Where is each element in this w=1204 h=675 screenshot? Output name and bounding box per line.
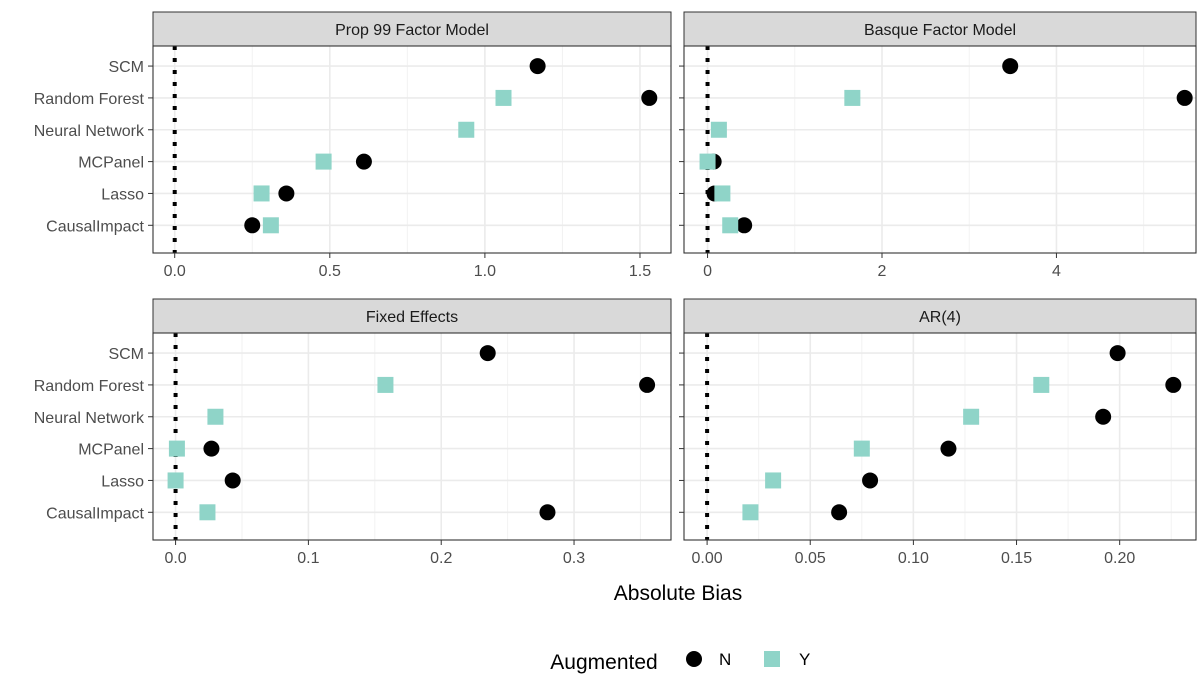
data-point-y-neural-network bbox=[710, 121, 727, 138]
data-point-n-causalimpact bbox=[244, 217, 261, 234]
panel-background bbox=[153, 46, 671, 253]
y-tick-label: Lasso bbox=[101, 186, 144, 203]
data-point-y-mcpanel bbox=[168, 440, 185, 457]
data-point-n-random-forest bbox=[639, 376, 656, 393]
panel-ar-4: AR(4) 0.00 0.05 0.10 0.15 0.20 bbox=[679, 298, 1197, 567]
panel-prop-99-factor-model: Prop 99 Factor Model SCM Random Forest Neur… bbox=[34, 11, 672, 280]
data-point-y-random-forest bbox=[844, 89, 861, 106]
data-point-y-lasso bbox=[765, 472, 782, 489]
legend-key-n bbox=[686, 651, 702, 667]
y-tick-label: Lasso bbox=[101, 473, 144, 490]
x-tick-label: 0.1 bbox=[297, 550, 319, 567]
data-point-n-mcpanel bbox=[940, 440, 957, 457]
data-point-y-neural-network bbox=[207, 408, 224, 425]
panel-basque-factor-model: Basque Factor Model 0 2 4 bbox=[679, 11, 1197, 280]
x-axis-title: Absolute Bias bbox=[614, 582, 742, 605]
panel-border bbox=[152, 332, 672, 541]
data-point-n-lasso bbox=[224, 472, 241, 489]
legend-label-y: Y bbox=[799, 650, 810, 669]
data-point-y-neural-network bbox=[458, 121, 475, 138]
y-tick-label: Neural Network bbox=[34, 410, 145, 427]
x-tick-label: 0.05 bbox=[795, 550, 826, 567]
y-tick-label: SCM bbox=[108, 346, 144, 363]
x-tick-label: 2 bbox=[878, 263, 887, 280]
data-point-n-random-forest bbox=[641, 89, 658, 106]
legend-key-y bbox=[764, 651, 780, 667]
data-point-n-scm bbox=[1109, 345, 1126, 362]
legend-title: Augmented bbox=[550, 651, 657, 674]
data-point-n-neural-network bbox=[1095, 408, 1112, 425]
panel-title: Prop 99 Factor Model bbox=[335, 22, 489, 39]
x-tick-label: 1.5 bbox=[629, 263, 651, 280]
data-point-n-causalimpact bbox=[736, 217, 753, 234]
y-tick-label: Random Forest bbox=[34, 91, 145, 108]
legend: Augmented N Y bbox=[550, 650, 810, 674]
data-point-y-causalimpact bbox=[199, 504, 216, 521]
data-point-n-causalimpact bbox=[831, 504, 848, 521]
x-tick-label: 0.0 bbox=[164, 263, 186, 280]
data-point-n-scm bbox=[529, 58, 546, 75]
y-tick-label: CausalImpact bbox=[46, 505, 144, 522]
x-tick-label: 0.3 bbox=[563, 550, 585, 567]
y-tick-label: SCM bbox=[108, 59, 144, 76]
data-point-n-lasso bbox=[278, 185, 295, 202]
x-tick-label: 0.20 bbox=[1104, 550, 1135, 567]
panel-fixed-effects: Fixed Effects SCM Random Forest Neural Netw… bbox=[34, 298, 672, 567]
x-tick-label: 0.0 bbox=[164, 550, 186, 567]
y-tick-label: CausalImpact bbox=[46, 218, 144, 235]
x-tick-label: 1.0 bbox=[474, 263, 496, 280]
data-point-y-random-forest bbox=[1033, 376, 1050, 393]
x-tick-label: 4 bbox=[1052, 263, 1061, 280]
panel-border bbox=[683, 45, 1197, 254]
panel-background bbox=[153, 333, 671, 540]
panel-background bbox=[684, 46, 1196, 253]
data-point-n-mcpanel bbox=[355, 153, 372, 170]
data-point-y-random-forest bbox=[495, 89, 512, 106]
panel-border bbox=[152, 45, 672, 254]
data-point-n-mcpanel bbox=[203, 440, 220, 457]
panel-border bbox=[683, 332, 1197, 541]
data-point-y-mcpanel bbox=[315, 153, 332, 170]
legend-label-n: N bbox=[719, 650, 731, 669]
data-point-y-mcpanel bbox=[699, 153, 716, 170]
x-tick-label: 0.2 bbox=[430, 550, 452, 567]
data-point-y-lasso bbox=[253, 185, 270, 202]
x-tick-label: 0.00 bbox=[692, 550, 723, 567]
data-point-y-neural-network bbox=[963, 408, 980, 425]
panel-title: AR(4) bbox=[919, 309, 961, 326]
data-point-n-random-forest bbox=[1176, 89, 1193, 106]
panel-strip bbox=[152, 298, 672, 334]
x-tick-label: 0.15 bbox=[1001, 550, 1032, 567]
y-tick-label: MCPanel bbox=[78, 442, 144, 459]
data-point-y-lasso bbox=[714, 185, 731, 202]
panel-strip bbox=[152, 11, 672, 47]
panel-strip bbox=[683, 11, 1197, 47]
chart-panels: Prop 99 Factor Model SCM Random Forest Neur… bbox=[34, 11, 1197, 567]
data-point-n-scm bbox=[1002, 58, 1019, 75]
x-tick-label: 0 bbox=[703, 263, 712, 280]
data-point-n-random-forest bbox=[1165, 376, 1182, 393]
x-tick-label: 0.5 bbox=[319, 263, 341, 280]
x-tick-label: 0.10 bbox=[898, 550, 929, 567]
data-point-y-mcpanel bbox=[853, 440, 870, 457]
panel-title: Fixed Effects bbox=[366, 309, 458, 326]
data-point-y-random-forest bbox=[377, 376, 394, 393]
y-tick-label: Random Forest bbox=[34, 378, 145, 395]
panel-strip bbox=[683, 298, 1197, 334]
data-point-n-lasso bbox=[862, 472, 879, 489]
y-tick-label: Neural Network bbox=[34, 123, 145, 140]
panel-background bbox=[684, 333, 1196, 540]
data-point-n-causalimpact bbox=[539, 504, 556, 521]
panel-title: Basque Factor Model bbox=[864, 22, 1016, 39]
data-point-y-causalimpact bbox=[262, 217, 279, 234]
y-tick-label: MCPanel bbox=[78, 155, 144, 172]
data-point-y-causalimpact bbox=[722, 217, 739, 234]
data-point-y-lasso bbox=[167, 472, 184, 489]
data-point-n-scm bbox=[479, 345, 496, 362]
data-point-y-causalimpact bbox=[742, 504, 759, 521]
